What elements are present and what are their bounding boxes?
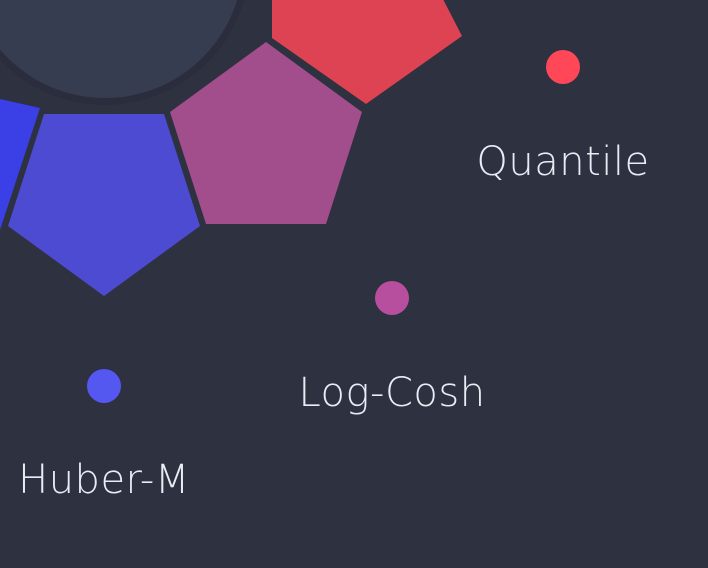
segment-label-quantile: Quantile xyxy=(476,139,650,185)
segment-left-pentagon xyxy=(0,99,40,230)
hub-circle-inner xyxy=(0,0,238,98)
huber-m-dot xyxy=(87,369,121,403)
segment-quantile-pentagon xyxy=(272,0,462,104)
segment-label-log-cosh: Log-Cosh xyxy=(298,370,486,416)
quantile-dot xyxy=(546,50,580,84)
segment-huber-m-pentagon xyxy=(8,114,200,296)
segment-label-huber-m: Huber-M xyxy=(18,457,190,503)
segment-log-cosh-pentagon xyxy=(170,42,362,224)
log-cosh-dot xyxy=(375,281,409,315)
